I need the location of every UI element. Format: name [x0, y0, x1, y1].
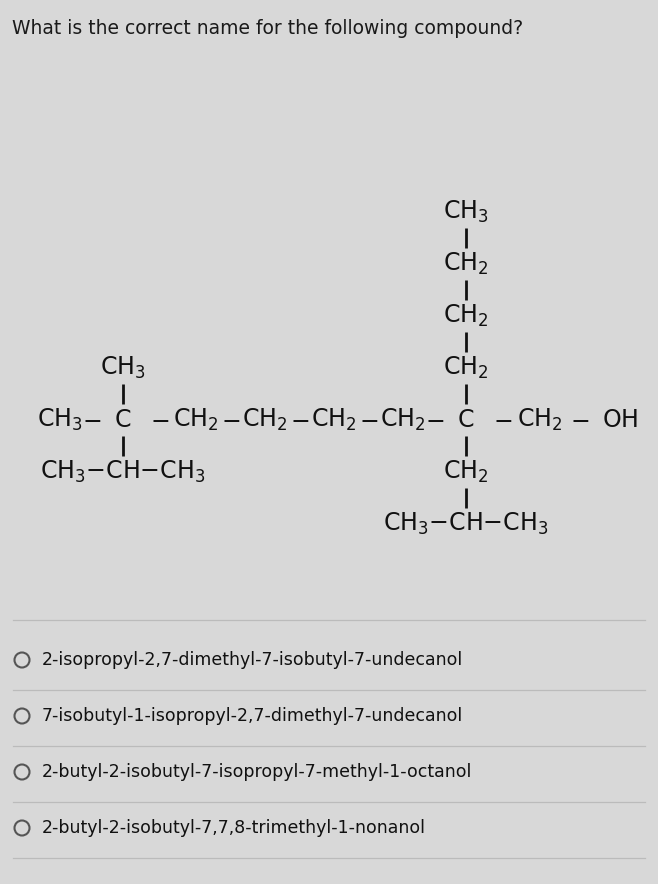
Text: $\mathregular{CH_2}$: $\mathregular{CH_2}$	[443, 354, 489, 381]
Text: $\mathregular{CH_3{-}CH{-}CH_3}$: $\mathregular{CH_3{-}CH{-}CH_3}$	[384, 511, 549, 537]
Text: 2-butyl-2-isobutyl-7-isopropyl-7-methyl-1-octanol: 2-butyl-2-isobutyl-7-isopropyl-7-methyl-…	[42, 763, 472, 781]
Text: $\mathregular{CH_2}$: $\mathregular{CH_2}$	[173, 407, 218, 433]
Text: $\mathregular{-}$: $\mathregular{-}$	[221, 408, 240, 432]
Text: $\mathregular{CH_3}$: $\mathregular{CH_3}$	[100, 354, 146, 381]
Text: $\mathregular{CH_2}$: $\mathregular{CH_2}$	[242, 407, 288, 433]
Text: $\mathregular{C}$: $\mathregular{C}$	[457, 408, 474, 432]
Text: $\mathregular{-}$: $\mathregular{-}$	[150, 408, 169, 432]
Text: $\mathregular{CH_2}$: $\mathregular{CH_2}$	[443, 459, 489, 485]
Text: 2-isopropyl-2,7-dimethyl-7-isobutyl-7-undecanol: 2-isopropyl-2,7-dimethyl-7-isobutyl-7-un…	[42, 651, 463, 669]
Text: $\mathregular{OH}$: $\mathregular{OH}$	[602, 408, 638, 432]
Text: 2-butyl-2-isobutyl-7,7,8-trimethyl-1-nonanol: 2-butyl-2-isobutyl-7,7,8-trimethyl-1-non…	[42, 819, 426, 837]
Text: $\mathregular{CH_2}$: $\mathregular{CH_2}$	[380, 407, 426, 433]
Text: $\mathregular{-}$: $\mathregular{-}$	[82, 408, 101, 432]
Text: What is the correct name for the following compound?: What is the correct name for the followi…	[12, 19, 523, 37]
Text: 7-isobutyl-1-isopropyl-2,7-dimethyl-7-undecanol: 7-isobutyl-1-isopropyl-2,7-dimethyl-7-un…	[42, 707, 463, 725]
Text: $\mathregular{CH_3}$: $\mathregular{CH_3}$	[443, 199, 489, 225]
Text: $\mathregular{-}$: $\mathregular{-}$	[570, 408, 590, 432]
Text: $\mathregular{-}$: $\mathregular{-}$	[290, 408, 309, 432]
Text: $\mathregular{CH_2}$: $\mathregular{CH_2}$	[311, 407, 357, 433]
Text: $\mathregular{CH_3}$: $\mathregular{CH_3}$	[38, 407, 83, 433]
Text: $\mathregular{CH_3{-}CH{-}CH_3}$: $\mathregular{CH_3{-}CH{-}CH_3}$	[40, 459, 205, 485]
Text: $\mathregular{CH_2}$: $\mathregular{CH_2}$	[443, 303, 489, 329]
Text: $\mathregular{C}$: $\mathregular{C}$	[114, 408, 132, 432]
Text: $\mathregular{CH_2}$: $\mathregular{CH_2}$	[443, 251, 489, 277]
Text: $\mathregular{-}$: $\mathregular{-}$	[359, 408, 378, 432]
Text: $\mathregular{-}$: $\mathregular{-}$	[425, 408, 444, 432]
Text: $\mathregular{CH_2}$: $\mathregular{CH_2}$	[517, 407, 563, 433]
Text: $\mathregular{-}$: $\mathregular{-}$	[494, 408, 513, 432]
